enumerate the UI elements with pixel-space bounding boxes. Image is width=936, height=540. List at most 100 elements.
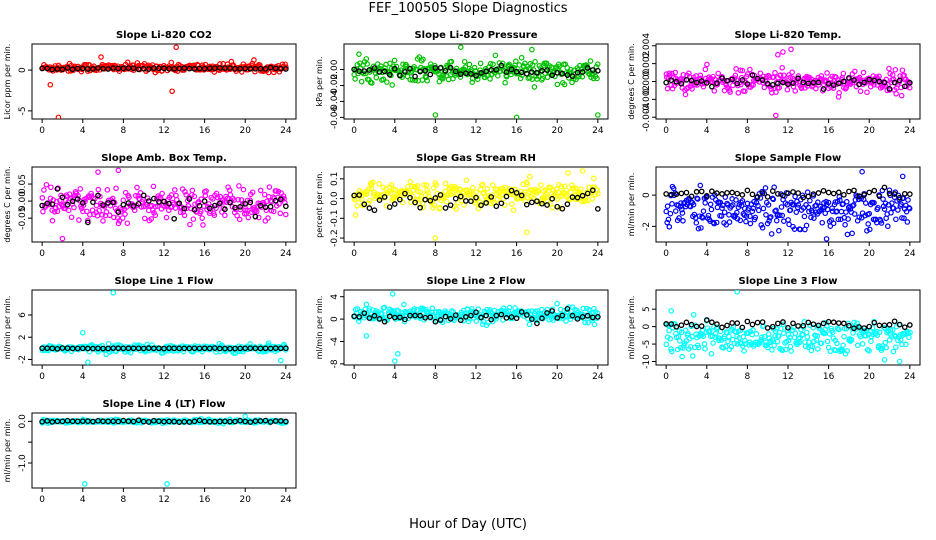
- data-point: [453, 206, 460, 212]
- median-point: [356, 313, 363, 320]
- data-point: [664, 203, 671, 210]
- outlier-point: [513, 114, 520, 119]
- panel-6: Slope Sample Flow 0 4 8 12 16 20 24 -2 0 ml/min pe…: [627, 153, 921, 259]
- median-point: [739, 324, 746, 331]
- outlier-point: [95, 169, 101, 175]
- panel-title: Slope Li-820 Temp.: [735, 30, 842, 41]
- data-point: [753, 331, 760, 337]
- data-point: [473, 318, 480, 324]
- median-point: [262, 204, 269, 211]
- data-point: [244, 207, 250, 214]
- median-point: [698, 78, 705, 84]
- data-point: [776, 333, 782, 339]
- median-point: [186, 419, 193, 425]
- data-point: [585, 319, 591, 326]
- x-axis: 0 4 8 12 16 20 24: [39, 488, 292, 505]
- data-point: [352, 76, 358, 82]
- data-point: [667, 335, 674, 342]
- data-point: [469, 75, 476, 82]
- median-point: [739, 192, 746, 198]
- data-point: [484, 186, 491, 192]
- data-point: [384, 79, 390, 85]
- data-point: [776, 212, 783, 219]
- median-point: [876, 78, 883, 85]
- median-point: [881, 79, 888, 86]
- x-tick-label: 24: [280, 249, 292, 259]
- median-point: [391, 201, 398, 207]
- median-point: [805, 319, 812, 326]
- points-layer: [351, 291, 601, 364]
- data-point: [106, 212, 113, 219]
- data-point: [779, 347, 786, 354]
- outlier-point: [899, 173, 906, 180]
- median-point: [518, 69, 525, 76]
- outlier-point: [110, 290, 117, 296]
- median-point: [589, 67, 596, 73]
- x-tick-label: 20: [552, 372, 564, 382]
- median-point: [120, 201, 127, 208]
- data-point: [844, 231, 851, 238]
- data-point: [678, 329, 685, 336]
- data-point: [876, 329, 883, 336]
- data-point: [837, 197, 843, 203]
- median-point: [744, 81, 751, 87]
- median-point: [74, 345, 81, 352]
- median-point: [351, 313, 358, 320]
- median-point: [84, 219, 91, 226]
- y-tick-label: -0.02: [330, 74, 340, 97]
- median-point: [69, 345, 76, 352]
- data-point: [537, 65, 544, 71]
- data-point: [711, 88, 718, 94]
- median-point: [569, 73, 576, 79]
- data-point: [795, 202, 802, 208]
- data-point: [771, 342, 777, 349]
- data-point: [487, 60, 494, 67]
- x-axis: 0 4 8 12 16 20 24: [663, 365, 916, 382]
- data-point: [668, 346, 674, 352]
- outlier-point: [391, 358, 398, 364]
- data-point: [411, 306, 418, 312]
- data-point: [678, 200, 684, 206]
- points-layer: [663, 290, 913, 365]
- median-point: [49, 345, 56, 352]
- median-point: [150, 65, 157, 71]
- median-point: [678, 190, 685, 197]
- data-point: [134, 60, 141, 66]
- median-point: [785, 324, 791, 331]
- median-point: [79, 65, 86, 72]
- data-point: [770, 196, 777, 203]
- median-point: [386, 313, 393, 320]
- median-point: [493, 66, 500, 73]
- x-axis: 0 4 8 12 16 20 24: [663, 119, 916, 136]
- median-point: [44, 65, 51, 72]
- median-point: [272, 418, 279, 424]
- median-point: [262, 417, 269, 424]
- data-point: [360, 70, 367, 77]
- data-point: [767, 215, 773, 221]
- x-axis: 0 4 8 12 16 20 24: [663, 242, 916, 259]
- data-point: [777, 72, 784, 78]
- data-point: [750, 327, 756, 333]
- data-point: [801, 213, 808, 220]
- data-point: [755, 207, 762, 214]
- median-point: [74, 196, 81, 202]
- data-point: [122, 211, 128, 217]
- data-point: [543, 187, 549, 193]
- data-point: [180, 209, 187, 215]
- data-point: [808, 214, 814, 221]
- data-point: [713, 219, 720, 226]
- data-point: [698, 225, 704, 231]
- data-point: [784, 201, 791, 208]
- data-point: [591, 175, 597, 182]
- data-point: [725, 338, 731, 345]
- outlier-point: [242, 413, 249, 420]
- median-point: [749, 191, 756, 198]
- median-point: [386, 71, 393, 78]
- data-point: [538, 182, 544, 188]
- data-point: [54, 208, 61, 215]
- data-point: [681, 77, 687, 83]
- data-point: [363, 301, 370, 308]
- data-point: [563, 187, 569, 193]
- data-point: [677, 338, 683, 344]
- data-point: [815, 346, 821, 352]
